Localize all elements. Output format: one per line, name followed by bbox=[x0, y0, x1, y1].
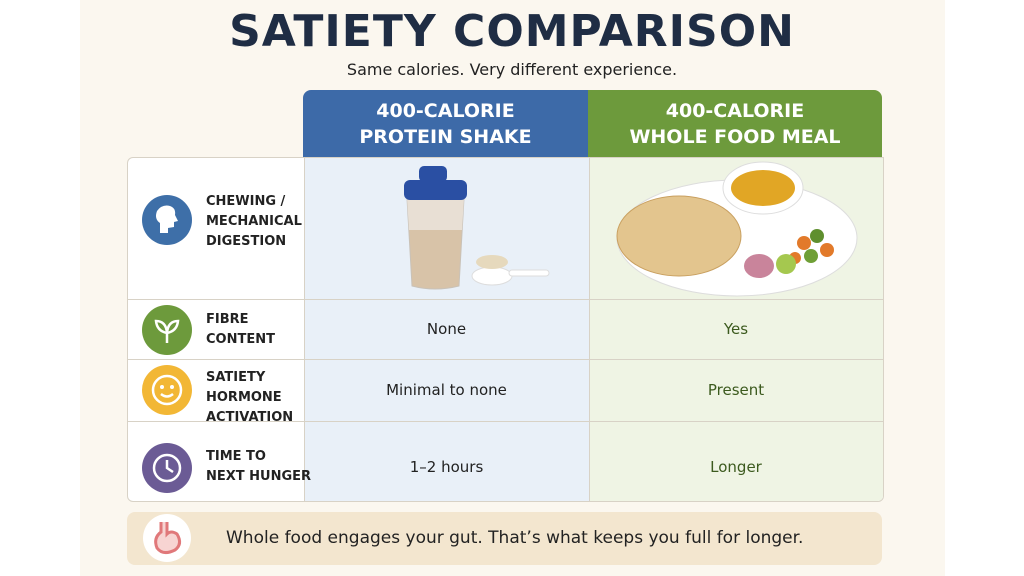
icon-glyph bbox=[154, 319, 180, 343]
cell: Present bbox=[707, 381, 765, 399]
label-line: TIME TO bbox=[206, 449, 266, 464]
label-line: DIGESTION bbox=[206, 234, 287, 249]
label-line: CONTENT bbox=[206, 332, 275, 347]
footer-banner bbox=[127, 512, 882, 565]
title: SATIETY COMPARISON bbox=[229, 6, 795, 57]
label-line: ACTIVATION bbox=[206, 410, 294, 425]
column-header: 400-CALORIE PROTEIN SHAKE bbox=[303, 90, 588, 157]
row-label: TIME TO NEXT HUNGER bbox=[206, 447, 311, 487]
header-line: 400-CALORIE bbox=[665, 99, 805, 122]
row-label: SATIETY HORMONE ACTIVATION bbox=[206, 368, 293, 428]
label-line: CHEWING / bbox=[206, 194, 286, 209]
row-label: CHEWING / MECHANICAL DIGESTION bbox=[206, 192, 302, 252]
cell: Yes bbox=[723, 320, 749, 338]
row-divider bbox=[128, 359, 883, 360]
row-divider bbox=[128, 299, 883, 300]
label-line: FIBRE bbox=[206, 312, 249, 327]
cell: None bbox=[426, 320, 467, 338]
cell: Minimal to none bbox=[386, 381, 507, 399]
label-line: NEXT HUNGER bbox=[206, 469, 312, 484]
row-divider bbox=[128, 421, 883, 422]
cell: Longer bbox=[710, 458, 762, 476]
label-line: MECHANICAL bbox=[206, 214, 302, 229]
header-line: PROTEIN SHAKE bbox=[359, 125, 532, 148]
shake-image bbox=[404, 166, 550, 290]
header-line: WHOLE FOOD MEAL bbox=[629, 125, 841, 148]
icon-glyph bbox=[151, 374, 183, 406]
header-line: 400-CALORIE bbox=[376, 99, 515, 122]
row-label: FIBRE CONTENT bbox=[206, 310, 275, 350]
icon-fibre bbox=[142, 305, 192, 355]
table: CHEWING / MECHANICAL DIGESTION FIBRE CON… bbox=[127, 157, 884, 502]
icon-glyph bbox=[152, 453, 182, 483]
meal-image bbox=[616, 161, 858, 297]
icon-satiety bbox=[142, 365, 192, 415]
icon-glyph bbox=[154, 522, 182, 555]
column-header: 400-CALORIE WHOLE FOOD MEAL bbox=[588, 90, 882, 157]
icon-glyph bbox=[156, 205, 178, 233]
icon-chewing bbox=[142, 195, 192, 245]
cell: 1–2 hours bbox=[409, 458, 484, 476]
label-line: SATIETY bbox=[206, 370, 266, 385]
icon-clock bbox=[142, 443, 192, 493]
subtitle: Same calories. Very different experience… bbox=[346, 60, 678, 79]
icon-stomach bbox=[143, 514, 191, 562]
label-line: HORMONE bbox=[206, 390, 282, 405]
footer-text: Whole food engages your gut. That’s what… bbox=[226, 528, 804, 548]
